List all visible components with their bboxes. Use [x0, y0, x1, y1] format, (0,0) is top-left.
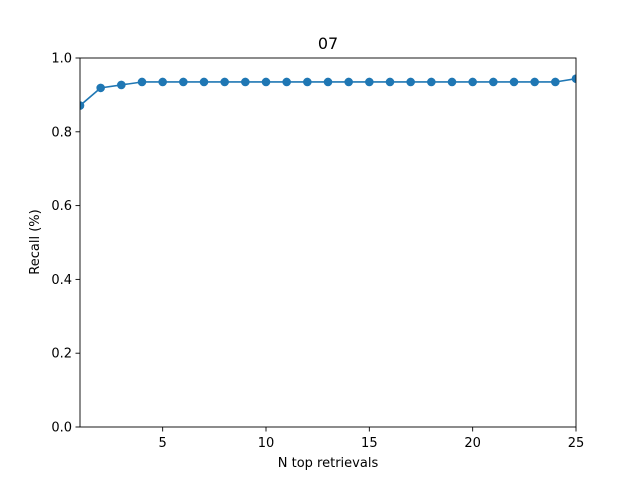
x-tick-label: 15 [361, 436, 378, 451]
x-tick-label: 25 [568, 436, 585, 451]
data-point [241, 77, 250, 87]
y-tick-label: 0.2 [51, 347, 72, 362]
data-point [385, 77, 395, 87]
data-point [571, 74, 576, 83]
y-tick-label: 0.8 [51, 125, 72, 140]
y-tick-label: 0.6 [51, 199, 72, 214]
y-tick-label: 0.4 [51, 273, 72, 288]
plot-area [80, 74, 576, 110]
data-point [303, 77, 312, 87]
data-point [344, 77, 353, 87]
x-tick-label: 5 [159, 436, 167, 451]
data-point [468, 77, 477, 87]
data-point [96, 83, 105, 93]
data-point [220, 77, 229, 87]
data-point [117, 80, 126, 90]
data-point [551, 77, 560, 87]
axes: 5 10 15 20 25 0.0 0.2 0.4 0.6 0.8 1.0 [51, 52, 584, 452]
chart-title: 07 [318, 34, 338, 53]
data-point [530, 77, 539, 87]
data-point [261, 77, 271, 87]
data-point [323, 77, 333, 87]
data-point [427, 77, 436, 87]
series-group [80, 74, 576, 110]
x-tick-label: 20 [464, 436, 481, 451]
axes-frame [79, 57, 577, 428]
data-point [489, 77, 498, 87]
data-point [447, 77, 457, 87]
y-tick-label: 0.0 [51, 421, 72, 436]
data-point [179, 77, 188, 87]
data-point [80, 101, 85, 110]
data-point [199, 77, 209, 87]
data-point [509, 77, 519, 87]
data-point [406, 77, 415, 87]
y-axis-label: Recall (%) [28, 209, 43, 274]
data-point [365, 77, 374, 87]
x-tick-label: 10 [258, 436, 275, 451]
y-tick-label: 1.0 [51, 52, 72, 67]
x-axis-label: N top retrievals [278, 456, 379, 471]
data-point [137, 77, 147, 87]
data-point [158, 77, 167, 87]
data-point [282, 77, 291, 87]
